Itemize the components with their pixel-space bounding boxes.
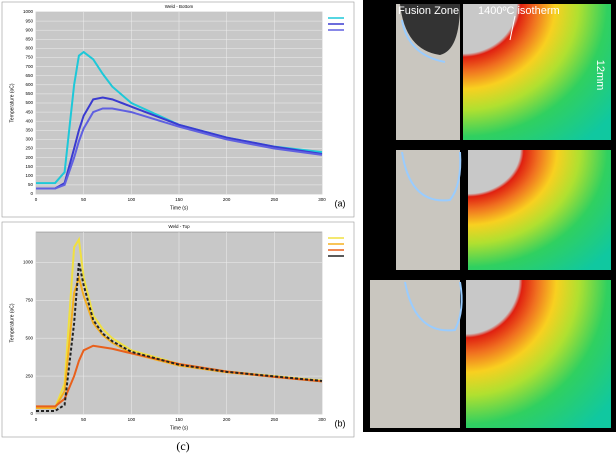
y-tick-label: 700 [25, 64, 33, 69]
x-tick-label: 0 [35, 197, 38, 202]
x-tick-label: 150 [175, 417, 183, 422]
y-axis-label: Temperature (oC) [9, 83, 15, 123]
y-tick-label: 250 [25, 373, 33, 378]
y-axis-label: Temperature (oC) [9, 303, 15, 343]
contour [466, 280, 611, 428]
caption: (c) [176, 439, 189, 453]
y-tick-label: 400 [25, 118, 33, 123]
x-tick-label: 200 [223, 197, 231, 202]
y-tick-label: 200 [25, 155, 33, 160]
contour [468, 150, 611, 270]
x-tick-label: 150 [175, 197, 183, 202]
row-1 [396, 4, 611, 140]
x-tick-label: 300 [318, 417, 326, 422]
y-tick-label: 950 [25, 18, 33, 23]
arrow [509, 15, 516, 41]
chart: Weld - Bottom 0 50 100 150 200 250 300 350 400 450… [1, 1, 355, 218]
y-tick-label: 750 [25, 55, 33, 60]
outline [404, 281, 463, 332]
y-tick-label: 900 [25, 27, 33, 32]
x-tick-label: 200 [223, 417, 231, 422]
y-tick-label: 0 [30, 411, 33, 416]
y-tick-label: 450 [25, 109, 33, 114]
x-tick-label: 100 [128, 197, 136, 202]
x-axis-label: Time (s) [170, 425, 188, 431]
outline [401, 151, 462, 202]
y-tick-label: 550 [25, 91, 33, 96]
y-tick-label: 350 [25, 127, 33, 132]
fusion-zone [400, 4, 460, 55]
series-line [36, 96, 323, 190]
x-tick-label: 100 [128, 417, 136, 422]
annotation: 1400ºC isotherm [478, 5, 560, 17]
chart-title: Weld - Bottom [165, 4, 194, 9]
x-tick-label: 250 [271, 417, 279, 422]
panel-label: (a) [335, 198, 346, 208]
y-tick-label: 600 [25, 82, 33, 87]
y-tick-label: 150 [25, 164, 33, 169]
y-tick-label: 750 [25, 297, 33, 302]
y-tick-label: 1000 [23, 9, 34, 14]
x-tick-label: 300 [318, 197, 326, 202]
chart: Weld - Top 0 250 500 750 1000 0 50 100 150 200 250 3… [1, 221, 355, 438]
series-line [36, 107, 323, 190]
x-tick-label: 250 [271, 197, 279, 202]
y-tick-label: 1000 [23, 260, 34, 265]
x-axis-label: Time (s) [170, 205, 188, 211]
y-tick-label: 650 [25, 73, 33, 78]
chart-title: Weld - Top [168, 224, 190, 229]
x-tick-label: 50 [81, 417, 87, 422]
y-tick-label: 800 [25, 46, 33, 51]
y-tick-label: 100 [25, 173, 33, 178]
x-tick-label: 50 [81, 197, 87, 202]
row-3 [370, 280, 611, 428]
y-tick-label: 50 [28, 182, 34, 187]
y-tick-label: 500 [25, 335, 33, 340]
contour [463, 4, 611, 140]
micrograph [370, 280, 460, 428]
y-tick-label: 500 [25, 100, 33, 105]
y-tick-label: 850 [25, 36, 33, 41]
x-tick-label: 0 [35, 417, 38, 422]
y-tick-label: 300 [25, 137, 33, 142]
series-line [36, 262, 323, 412]
y-tick-label: 0 [30, 191, 33, 196]
annotation: 12mm [594, 60, 606, 91]
row-2 [396, 150, 611, 270]
annotation: Fusion Zone [398, 5, 459, 17]
panel-label: (b) [335, 418, 346, 428]
y-tick-label: 250 [25, 146, 33, 151]
outline [401, 19, 446, 63]
